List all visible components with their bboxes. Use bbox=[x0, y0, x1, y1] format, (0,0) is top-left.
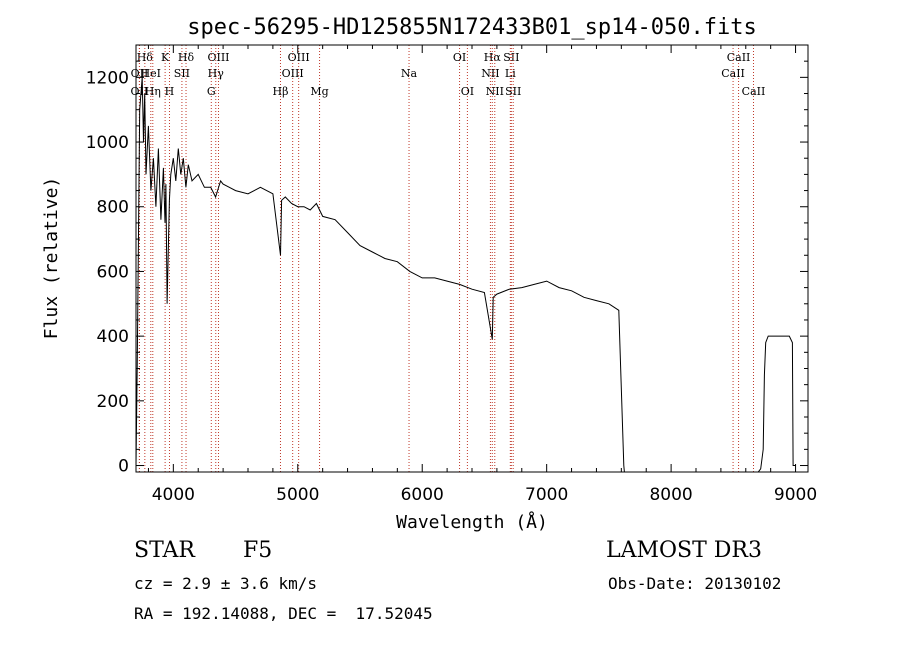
x-tick-label: 8000 bbox=[649, 485, 692, 505]
spectral-line-label: Na bbox=[401, 67, 418, 80]
spectral-line-label: OI bbox=[461, 85, 474, 98]
spectral-line-label: OI bbox=[453, 51, 466, 64]
y-tick-label: 0 bbox=[118, 457, 129, 477]
spectral-line-label: Hδ bbox=[178, 51, 195, 64]
spectral-line-label: CaII bbox=[727, 51, 751, 64]
y-tick-label: 400 bbox=[97, 327, 129, 347]
spectral-line-label: CaII bbox=[742, 85, 766, 98]
y-tick-label: 200 bbox=[97, 392, 129, 412]
y-axis-label: Flux (relative) bbox=[41, 177, 62, 340]
spectral-line-label: NII bbox=[486, 85, 504, 98]
axis-ticks: 4000 5000 6000 7000 8000 9000 0 200 400 600 800 100… bbox=[86, 45, 817, 505]
plot-frame bbox=[135, 44, 809, 473]
spectral-line-label: Hγ bbox=[208, 67, 225, 80]
coordinates: RA = 192.14088, DEC = 17.52045 bbox=[134, 604, 433, 623]
spectral-line-label: Hα bbox=[484, 51, 502, 64]
obs-date: Obs-Date: 20130102 bbox=[608, 574, 782, 593]
spectral-line-label: CaII bbox=[721, 67, 745, 80]
redshift-readout: cz = 2.9 ± 3.6 km/s bbox=[134, 574, 318, 593]
spectral-line-label: Hβ bbox=[273, 85, 289, 98]
spectral-line-label: OII bbox=[131, 67, 149, 80]
spectral-line-label: K bbox=[161, 51, 170, 64]
flux-series-line bbox=[135, 77, 796, 473]
x-tick-label: 9000 bbox=[774, 485, 817, 505]
spectral-line-label: G bbox=[207, 85, 216, 98]
x-axis-label: Wavelength (Å) bbox=[396, 511, 548, 533]
spectral-line-label: SII bbox=[505, 85, 521, 98]
x-tick-label: 5000 bbox=[276, 485, 319, 505]
spectral-line-label: Hη bbox=[145, 85, 161, 98]
object-subclass: F5 bbox=[243, 538, 273, 563]
x-tick-label: 6000 bbox=[401, 485, 444, 505]
spectral-line-label: Li bbox=[505, 67, 516, 80]
x-tick-label: 4000 bbox=[152, 485, 195, 505]
y-tick-label: 1000 bbox=[86, 133, 129, 153]
y-tick-label: 600 bbox=[97, 262, 129, 282]
spectral-line-label: OIII bbox=[282, 67, 304, 80]
spectral-line-label: OIII bbox=[288, 51, 310, 64]
spectral-line-label: NII bbox=[481, 67, 499, 80]
object-class: STAR bbox=[134, 538, 195, 563]
chart-title: spec-56295-HD125855N172433B01_sp14-050.f… bbox=[187, 15, 757, 40]
survey-name: LAMOST DR3 bbox=[606, 538, 762, 563]
spectral-line-label: SII bbox=[174, 67, 190, 80]
y-tick-label: 1200 bbox=[86, 68, 129, 88]
spectral-line-label: H bbox=[165, 85, 175, 98]
y-tick-label: 800 bbox=[97, 198, 129, 218]
spectral-line-label: SII bbox=[503, 51, 519, 64]
spectral-line-label: HeI bbox=[141, 67, 161, 80]
spectral-line-label: Mg bbox=[310, 85, 328, 98]
spectral-line-label: OIII bbox=[207, 51, 229, 64]
spectral-line-label: Hδ bbox=[137, 51, 154, 64]
spectral-line-label: OII bbox=[131, 85, 149, 98]
x-tick-label: 7000 bbox=[525, 485, 568, 505]
